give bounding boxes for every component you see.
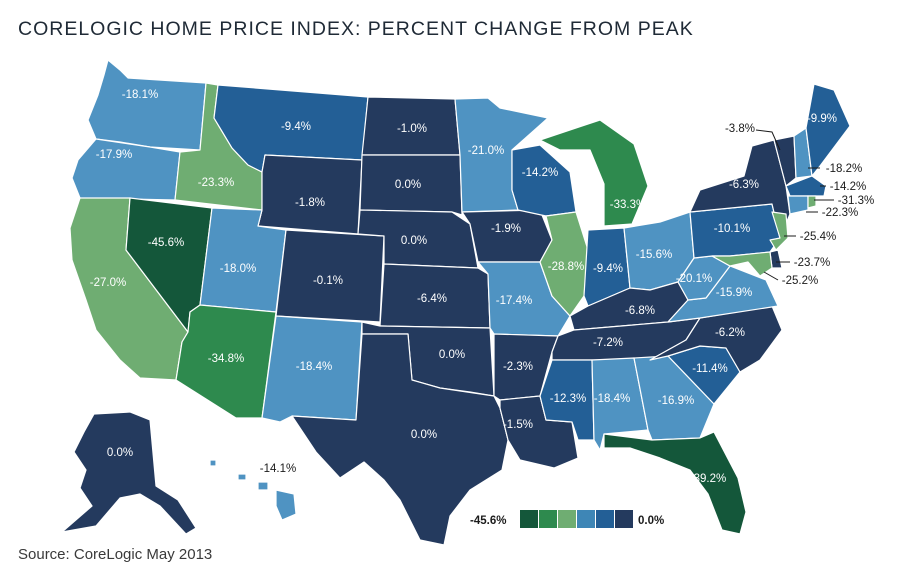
label-OH: -15.6%: [636, 249, 672, 261]
label-NH: -18.2%: [826, 163, 862, 175]
label-VT: -3.8%: [725, 123, 755, 135]
legend-swatch-1: [539, 510, 557, 528]
label-UT: -18.0%: [220, 263, 256, 275]
legend-swatch-0: [520, 510, 538, 528]
state-HI-2[interactable]: [237, 473, 247, 481]
legend: -45.6% 0.0%: [470, 510, 664, 528]
label-RI: -31.3%: [838, 195, 874, 207]
label-MT: -9.4%: [281, 121, 311, 133]
label-FL: -39.2%: [690, 473, 726, 485]
legend-swatch-3: [577, 510, 595, 528]
label-HI: -14.1%: [260, 463, 296, 475]
legend-swatch-2: [558, 510, 576, 528]
label-IA: -1.9%: [491, 223, 521, 235]
label-MD: -25.2%: [782, 275, 818, 287]
legend-min-label: -45.6%: [470, 515, 506, 527]
state-HI-3[interactable]: [257, 481, 269, 491]
label-KY: -6.8%: [625, 305, 655, 317]
label-SC: -11.4%: [692, 363, 728, 375]
label-PA: -10.1%: [714, 223, 750, 235]
label-LA: -1.5%: [503, 419, 533, 431]
label-IL: -28.8%: [548, 261, 584, 273]
label-MS: -12.3%: [550, 393, 586, 405]
state-MA[interactable]: [785, 175, 827, 197]
label-SD: 0.0%: [395, 179, 421, 191]
label-WV: -20.1%: [676, 273, 712, 285]
label-OR: -17.9%: [96, 149, 132, 161]
state-NC[interactable]: [649, 305, 783, 373]
label-NV: -45.6%: [148, 237, 184, 249]
leader-MD: [763, 271, 779, 281]
label-ME: -9.9%: [807, 113, 837, 125]
state-WY[interactable]: [257, 154, 363, 235]
label-ND: -1.0%: [397, 123, 427, 135]
state-FL[interactable]: [603, 431, 747, 535]
label-MN: -21.0%: [468, 145, 504, 157]
label-NM: -18.4%: [296, 361, 332, 373]
label-AK: 0.0%: [107, 447, 133, 459]
state-MD[interactable]: [711, 251, 773, 277]
label-NJ: -25.4%: [800, 231, 836, 243]
label-WY: -1.8%: [295, 197, 325, 209]
legend-swatch-5: [615, 510, 633, 528]
label-IN: -9.4%: [593, 263, 623, 275]
state-HI-4[interactable]: [275, 489, 297, 521]
map-title: CORELOGIC HOME PRICE INDEX: PERCENT CHAN…: [18, 18, 694, 40]
label-AZ: -34.8%: [208, 353, 244, 365]
state-MI[interactable]: [539, 119, 649, 227]
state-TX[interactable]: [291, 333, 509, 546]
label-WI: -14.2%: [522, 167, 558, 179]
label-KS: -6.4%: [417, 293, 447, 305]
label-MA: -14.2%: [830, 181, 866, 193]
label-GA: -16.9%: [658, 395, 694, 407]
label-TN: -7.2%: [593, 337, 623, 349]
state-RI[interactable]: [807, 195, 817, 209]
state-WA[interactable]: [87, 59, 207, 151]
state-WI[interactable]: [511, 144, 577, 217]
label-TX: 0.0%: [411, 429, 437, 441]
label-MO: -17.4%: [496, 295, 532, 307]
state-HI-1[interactable]: [209, 459, 217, 467]
source-note: Source: CoreLogic May 2013: [18, 546, 213, 563]
label-CT: -22.3%: [822, 207, 858, 219]
label-AL: -18.4%: [594, 393, 630, 405]
leader-VT: [755, 129, 781, 151]
label-CO: -0.1%: [313, 275, 343, 287]
label-WA: -18.1%: [122, 89, 158, 101]
label-NC: -6.2%: [715, 327, 745, 339]
label-OK: 0.0%: [439, 349, 465, 361]
label-NE: 0.0%: [401, 235, 427, 247]
legend-max-label: 0.0%: [638, 515, 664, 527]
legend-swatch-4: [596, 510, 614, 528]
label-NY: -6.3%: [729, 179, 759, 191]
label-AR: -2.3%: [503, 361, 533, 373]
state-SD[interactable]: [359, 154, 463, 216]
label-VA: -15.9%: [716, 287, 752, 299]
state-AK[interactable]: [61, 411, 197, 535]
label-CA: -27.0%: [90, 277, 126, 289]
state-CT[interactable]: [787, 195, 809, 215]
label-MI: -33.3%: [610, 199, 646, 211]
label-DE: -23.7%: [794, 257, 830, 269]
label-ID: -23.3%: [198, 177, 234, 189]
